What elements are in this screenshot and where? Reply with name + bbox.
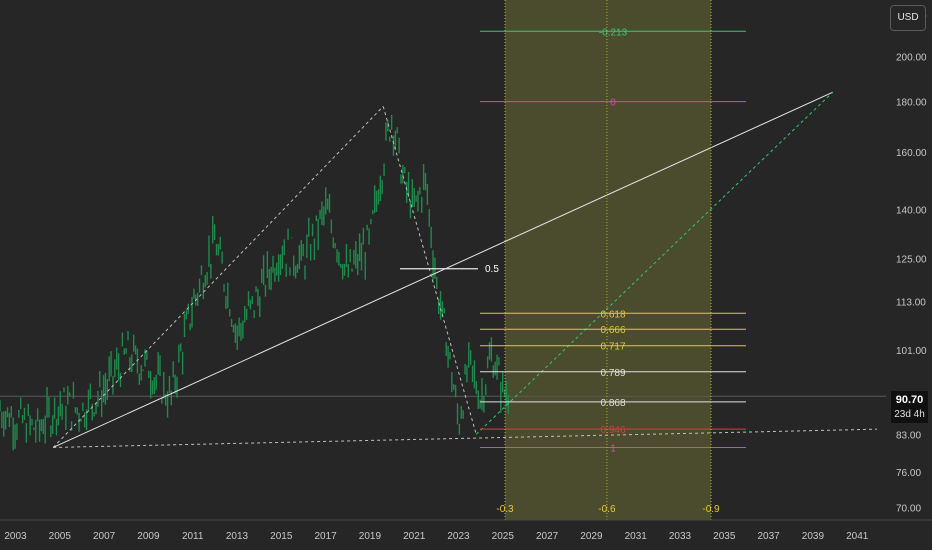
y-tick-label: 140.00 xyxy=(896,206,927,217)
y-tick-label: 180.00 xyxy=(896,98,927,109)
fib-mid-label: 0.5 xyxy=(485,264,499,275)
y-tick-label: 160.00 xyxy=(896,148,927,159)
x-tick-label: 2005 xyxy=(49,531,72,542)
last-price-value: 90.70 xyxy=(895,394,924,406)
x-tick-label: 2021 xyxy=(403,531,426,542)
x-tick-label: 2029 xyxy=(580,531,603,542)
price-candles xyxy=(0,114,510,451)
x-tick-label: 2025 xyxy=(492,531,515,542)
fib-label: 0.717 xyxy=(600,342,625,353)
trend-line xyxy=(382,106,477,435)
y-tick-label: 113.00 xyxy=(896,298,926,309)
bar-countdown: 23d 4h xyxy=(894,409,925,420)
y-tick-label: 101.00 xyxy=(896,346,927,357)
time-fib-label: -0.3 xyxy=(496,504,514,515)
x-tick-label: 2033 xyxy=(669,531,692,542)
trend-line xyxy=(52,106,384,448)
x-tick-label: 2037 xyxy=(757,531,780,542)
time-fib-labels: -0.3 -0.6 -0.9 xyxy=(496,0,720,520)
y-tick-label: 83.00 xyxy=(896,430,921,441)
x-tick-label: 2031 xyxy=(625,531,648,542)
fib-label: 0 xyxy=(610,98,616,109)
y-tick-label: 125.00 xyxy=(896,254,927,265)
x-tick-label: 2017 xyxy=(314,531,337,542)
time-axis[interactable]: 2003 2005 2007 2009 2011 2013 2015 2017 2019 2021… xyxy=(0,519,932,550)
trend-line xyxy=(475,91,834,435)
x-tick-label: 2007 xyxy=(93,531,116,542)
time-axis-bg xyxy=(0,520,932,550)
time-fib-label: -0.9 xyxy=(702,504,720,515)
x-tick-label: 2019 xyxy=(359,531,382,542)
fib-label: -0.213 xyxy=(599,27,628,38)
fib-label: 0.789 xyxy=(600,368,625,379)
last-price-tag: 90.70 23d 4h xyxy=(891,391,928,423)
fib-label: 0.868 xyxy=(600,398,625,409)
trend-line xyxy=(53,428,878,448)
time-fib-label: -0.6 xyxy=(598,504,616,515)
x-tick-label: 2011 xyxy=(182,531,204,542)
fib-label: 0.946 xyxy=(600,425,625,436)
x-tick-label: 2027 xyxy=(536,531,559,542)
y-tick-label: 76.00 xyxy=(896,468,921,479)
trend-line xyxy=(52,91,834,448)
y-tick-label: 200.00 xyxy=(896,52,927,63)
x-tick-label: 2009 xyxy=(137,531,160,542)
x-tick-label: 2023 xyxy=(447,531,470,542)
x-tick-label: 2039 xyxy=(802,531,825,542)
price-axis[interactable]: 70.0076.0083.0091.00101.00113.00125.0014… xyxy=(896,11,927,514)
fib-label: 1 xyxy=(610,443,616,454)
x-tick-label: 2015 xyxy=(270,531,293,542)
x-tick-label: 2013 xyxy=(226,531,249,542)
fib-label: 0.666 xyxy=(600,325,625,336)
time-projection-zone xyxy=(505,0,712,520)
x-tick-label: 2003 xyxy=(4,531,27,542)
trend-lines[interactable]: 0.5 xyxy=(52,91,878,448)
x-tick-label: 2041 xyxy=(846,531,869,542)
fib-label: 0.618 xyxy=(600,309,625,320)
y-tick-label: 70.00 xyxy=(896,504,921,515)
currency-button[interactable]: USD xyxy=(890,5,926,31)
x-tick-label: 2035 xyxy=(713,531,736,542)
